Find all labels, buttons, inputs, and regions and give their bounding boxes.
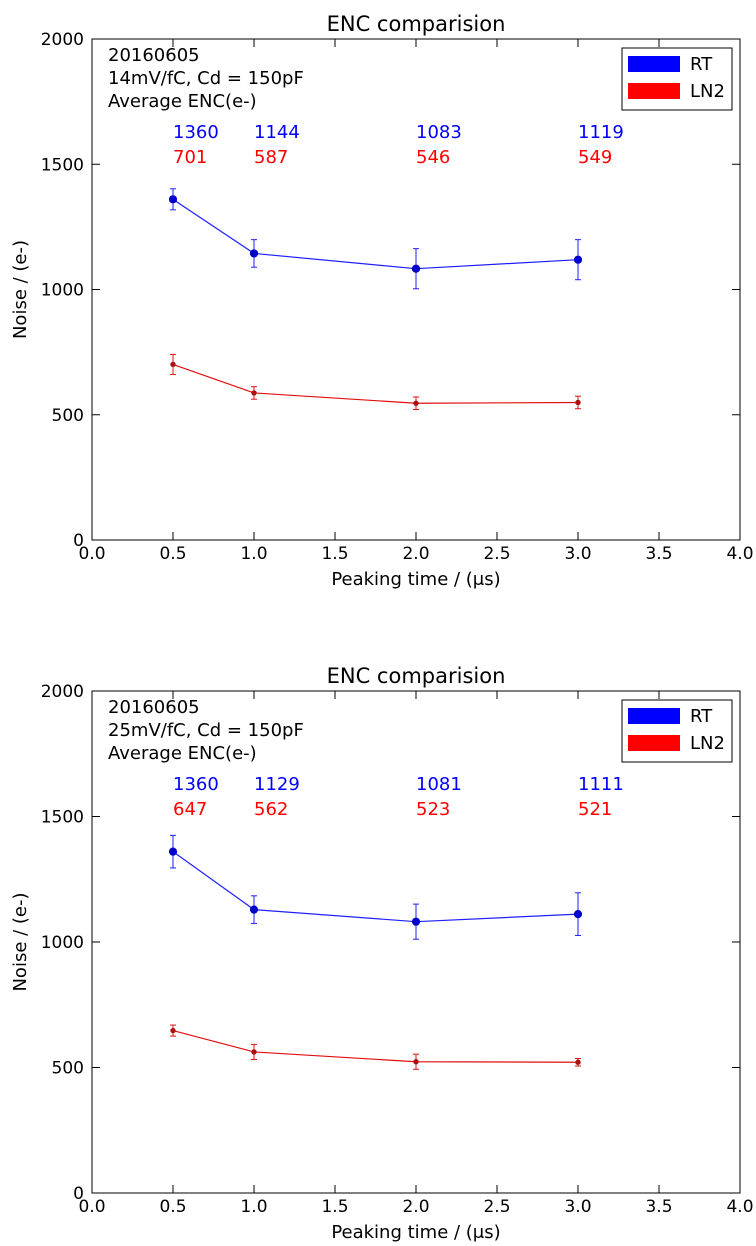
annotation-line: 20160605	[108, 45, 200, 66]
annotation-line: Average ENC(e-)	[108, 743, 257, 764]
data-point	[251, 1049, 257, 1055]
x-tick-label: 3.5	[645, 544, 672, 564]
annotation-line: 20160605	[108, 697, 200, 718]
data-point	[575, 1059, 581, 1065]
data-point	[413, 400, 419, 406]
series-rt: 1360 1144 1083 1119	[168, 122, 624, 290]
plot-frame	[91, 690, 741, 1194]
chart-title: ENC comparision	[327, 664, 506, 688]
x-tick-label: 0.5	[159, 544, 186, 564]
data-point	[251, 390, 257, 396]
y-tick-label: 0	[73, 531, 84, 551]
x-axis-label: Peaking time / (μs)	[331, 1222, 500, 1243]
x-tick-label: 2.5	[483, 1197, 510, 1217]
y-tick-label: 500	[52, 1059, 84, 1079]
value-label: 587	[254, 147, 288, 168]
x-tick-label: 2.0	[402, 544, 429, 564]
plot-frame	[91, 38, 741, 541]
y-tick-label: 500	[52, 406, 84, 426]
legend-swatch-rt	[628, 708, 680, 724]
x-tick-label: 1.0	[240, 544, 267, 564]
legend-swatch-ln2	[628, 735, 680, 751]
x-tick-label: 3.0	[564, 1197, 591, 1217]
annotation-line: 14mV/fC, Cd = 150pF	[108, 68, 304, 89]
value-label: 549	[578, 147, 612, 168]
series-line	[172, 363, 579, 404]
x-tick-label: 2.5	[483, 544, 510, 564]
value-label: 1083	[416, 122, 462, 143]
value-label: 647	[173, 799, 207, 820]
data-point	[411, 917, 421, 926]
x-tick-label: 0.5	[159, 1197, 186, 1217]
data-point	[413, 1059, 419, 1065]
chart-1: ENC comparision 0.0 0.5 1.0 1.5 2.0 2.5 3.0 3.5 4…	[10, 12, 754, 590]
data-point	[170, 361, 176, 368]
chart-2: ENC comparision 0.0 0.5 1.0 1.5 2.0 2.5 3.0 3.5 4…	[10, 664, 754, 1243]
y-axis-label: Noise / (e-)	[10, 892, 31, 991]
data-point	[168, 847, 178, 856]
value-label: 1119	[578, 122, 624, 143]
x-tick-label: 1.5	[321, 544, 348, 564]
y-tick-label: 2000	[41, 682, 84, 702]
value-label: 1129	[254, 774, 300, 795]
legend-swatch-rt	[628, 56, 680, 72]
y-tick-label: 1500	[41, 808, 84, 828]
value-label: 1081	[416, 774, 462, 795]
value-label: 562	[254, 799, 288, 820]
legend: RT LN2	[621, 47, 733, 111]
series-line	[172, 198, 579, 270]
x-tick-label: 2.0	[402, 1197, 429, 1217]
data-point	[573, 255, 583, 264]
x-tick-label: 3.0	[564, 544, 591, 564]
y-tick-label: 1000	[41, 281, 84, 301]
series-line	[172, 1030, 579, 1063]
x-axis-label: Peaking time / (μs)	[331, 569, 500, 590]
value-label: 523	[416, 799, 450, 820]
y-axis-label: Noise / (e-)	[10, 240, 31, 339]
series-line	[172, 851, 579, 923]
legend: RT LN2	[621, 699, 733, 763]
legend-label-rt: RT	[690, 54, 713, 75]
legend-label-ln2: LN2	[690, 733, 725, 754]
series-rt: 1360 1129 1081 1111	[168, 774, 624, 940]
data-point	[168, 195, 178, 204]
legend-swatch-ln2	[628, 83, 680, 99]
data-point	[575, 399, 581, 406]
value-label: 546	[416, 147, 450, 168]
chart-title: ENC comparision	[327, 12, 506, 36]
data-point	[573, 910, 583, 919]
series-ln2: 701 587 546 549	[170, 147, 612, 410]
y-tick-label: 2000	[41, 30, 84, 50]
x-tick-label: 1.0	[240, 1197, 267, 1217]
x-tick-label: 0.0	[78, 1197, 105, 1217]
data-point	[249, 905, 259, 914]
y-tick-label: 1500	[41, 155, 84, 175]
value-label: 1111	[578, 774, 624, 795]
value-label: 1144	[254, 122, 300, 143]
legend-label-ln2: LN2	[690, 81, 725, 102]
legend-label-rt: RT	[690, 706, 713, 727]
x-tick-label: 1.5	[321, 1197, 348, 1217]
value-label: 1360	[173, 774, 219, 795]
x-tick-label: 3.5	[645, 1197, 672, 1217]
data-point	[411, 264, 421, 273]
value-label: 701	[173, 147, 207, 168]
y-tick-label: 1000	[41, 933, 84, 953]
annotation-line: Average ENC(e-)	[108, 91, 257, 112]
x-tick-label: 0.0	[78, 544, 105, 564]
x-tick-label: 4.0	[726, 1197, 753, 1217]
y-tick-label: 0	[73, 1184, 84, 1204]
data-point	[170, 1027, 176, 1034]
data-point	[249, 249, 259, 258]
value-label: 521	[578, 799, 612, 820]
annotation-line: 25mV/fC, Cd = 150pF	[108, 720, 304, 741]
x-tick-label: 4.0	[726, 544, 753, 564]
series-ln2: 647 562 523 521	[170, 799, 612, 1070]
value-label: 1360	[173, 122, 219, 143]
